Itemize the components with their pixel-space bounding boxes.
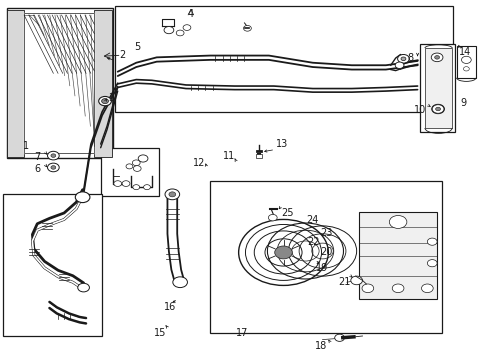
Bar [358, 227, 436, 243]
Circle shape [99, 96, 111, 106]
Text: 20: 20 [320, 247, 332, 257]
Circle shape [427, 260, 436, 267]
Circle shape [435, 107, 440, 111]
Circle shape [47, 151, 59, 160]
Bar [3, 194, 102, 336]
Text: 12: 12 [193, 158, 205, 168]
Circle shape [143, 185, 150, 190]
Circle shape [350, 276, 362, 285]
Text: 2: 2 [119, 50, 125, 60]
Text: 16: 16 [164, 302, 176, 312]
Circle shape [431, 105, 443, 113]
Bar [101, 148, 159, 196]
Circle shape [163, 27, 173, 34]
Text: 23: 23 [320, 228, 332, 238]
Text: 10: 10 [413, 105, 426, 115]
Circle shape [183, 25, 190, 31]
Text: 22: 22 [307, 237, 319, 247]
Circle shape [334, 334, 344, 341]
Circle shape [361, 284, 373, 293]
Circle shape [397, 54, 408, 63]
Circle shape [427, 238, 436, 245]
Circle shape [133, 185, 140, 190]
Text: 13: 13 [276, 139, 288, 149]
Circle shape [391, 284, 403, 293]
Circle shape [126, 164, 133, 169]
Circle shape [138, 155, 148, 162]
Circle shape [461, 56, 470, 63]
Circle shape [274, 246, 292, 259]
Bar [94, 10, 112, 157]
Text: 3: 3 [109, 93, 115, 103]
Bar [210, 181, 441, 333]
Bar [358, 212, 436, 299]
Bar [24, 13, 94, 153]
Circle shape [168, 192, 175, 197]
Text: 21: 21 [338, 277, 350, 287]
Bar [256, 154, 262, 158]
Circle shape [264, 239, 302, 266]
Circle shape [51, 154, 56, 157]
Text: 19: 19 [315, 263, 327, 273]
Text: 15: 15 [154, 328, 166, 338]
Bar [6, 8, 113, 158]
Text: 5: 5 [134, 42, 140, 52]
Circle shape [394, 62, 403, 68]
Text: 1: 1 [23, 141, 29, 151]
Text: 9: 9 [460, 98, 466, 108]
Circle shape [172, 277, 187, 288]
Text: 6: 6 [34, 164, 40, 174]
Circle shape [434, 55, 439, 59]
Circle shape [238, 220, 328, 285]
Circle shape [51, 166, 56, 169]
Circle shape [133, 166, 141, 171]
Text: 11: 11 [223, 151, 235, 161]
Circle shape [176, 30, 183, 36]
Text: 25: 25 [281, 208, 293, 218]
Text: 24: 24 [306, 215, 318, 225]
Circle shape [400, 57, 405, 60]
Bar [419, 44, 454, 132]
Circle shape [431, 104, 444, 114]
Circle shape [132, 160, 140, 166]
Circle shape [78, 283, 89, 292]
Bar [424, 48, 451, 128]
Text: 18: 18 [315, 341, 327, 351]
Text: 14: 14 [458, 46, 470, 57]
Circle shape [421, 284, 432, 293]
Circle shape [102, 99, 108, 104]
Circle shape [268, 215, 277, 221]
Bar [6, 10, 24, 157]
Text: 8: 8 [407, 53, 412, 63]
Text: 17: 17 [235, 328, 248, 338]
Circle shape [388, 216, 406, 228]
Bar [358, 256, 436, 276]
Bar [115, 6, 452, 112]
Circle shape [122, 181, 130, 186]
Circle shape [463, 67, 468, 71]
Circle shape [164, 189, 179, 200]
Circle shape [245, 225, 321, 280]
Circle shape [75, 192, 90, 203]
Text: 4: 4 [187, 9, 194, 19]
Circle shape [254, 231, 312, 274]
Circle shape [430, 53, 442, 62]
Circle shape [47, 163, 59, 172]
Circle shape [114, 181, 122, 186]
Circle shape [243, 26, 251, 31]
Text: 7: 7 [34, 152, 41, 162]
Bar [456, 45, 475, 78]
